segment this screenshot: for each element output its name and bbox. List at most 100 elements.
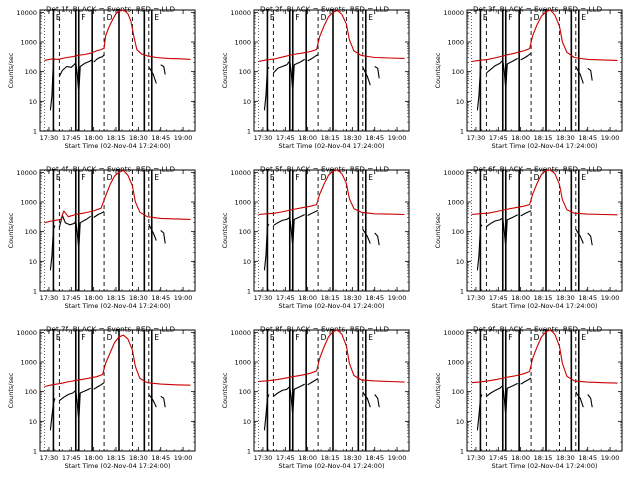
y-tick-label: 1	[33, 448, 37, 456]
y-axis-label: Counts/sec	[7, 372, 15, 408]
plot-frame	[253, 329, 410, 452]
x-tick-label: 19:00	[601, 134, 620, 142]
x-tick-label: 18:15	[534, 294, 553, 302]
lld-series-line	[471, 329, 618, 384]
interval-letter: E	[581, 173, 586, 182]
y-tick-label: 10000	[16, 9, 37, 17]
x-tick-label: 17:30	[254, 134, 273, 142]
y-tick-label: 1000	[234, 359, 251, 367]
interval-letter: E	[368, 173, 373, 182]
panel-det-4: Det 4f, BLACK = Events, RED = LLD 1 10 100 1…	[7, 165, 196, 310]
events-series-line	[58, 214, 92, 251]
plot-frame	[466, 329, 623, 452]
x-tick-label: 17:30	[254, 294, 273, 302]
interval-letter: D	[107, 333, 113, 342]
interval-letter: E	[154, 173, 159, 182]
x-tick-label: 18:15	[534, 134, 553, 142]
y-axis-label: Counts/sec	[434, 212, 442, 248]
interval-letter: E	[368, 333, 373, 342]
interval-letter: F	[508, 173, 512, 182]
lld-series-line	[44, 9, 191, 61]
panel-title: Det 4f, BLACK = Events, RED = LLD	[46, 165, 176, 174]
x-tick-label: 18:45	[578, 134, 597, 142]
panel-det-5: Det 5f, BLACK = Events, RED = LLD 1 10 100 1…	[221, 165, 410, 310]
x-tick-label: 18:00	[298, 134, 317, 142]
y-tick-label: 10	[243, 418, 251, 426]
plot-frame	[39, 169, 196, 292]
x-axis-label: Start Time (02-Nov-04 17:24:00)	[492, 142, 598, 150]
interval-letter: E	[483, 333, 488, 342]
events-series-line	[160, 395, 166, 408]
x-tick-label: 17:45	[489, 454, 508, 462]
panel-title: Det 3f, BLACK = Events, RED = LLD	[473, 5, 603, 14]
interval-letter: F	[295, 333, 299, 342]
interval-letter: D	[534, 173, 540, 182]
y-tick-label: 1	[460, 128, 464, 136]
x-tick-label: 18:30	[556, 454, 575, 462]
x-tick-label: 18:00	[84, 454, 103, 462]
x-tick-label: 18:45	[578, 294, 597, 302]
events-series-line	[148, 223, 157, 241]
y-tick-label: 10	[456, 418, 464, 426]
y-tick-label: 100	[25, 388, 37, 396]
events-series-line	[93, 54, 105, 63]
panel-det-6: Det 6f, BLACK = Events, RED = LLD 1 10 100 1…	[434, 165, 623, 310]
y-tick-label: 1000	[20, 199, 37, 207]
y-tick-label: 1	[33, 128, 37, 136]
interval-letter: E	[56, 13, 61, 22]
interval-letter: E	[483, 13, 488, 22]
events-series-line	[362, 229, 371, 244]
interval-letter: E	[270, 13, 275, 22]
lld-series-line	[471, 9, 618, 63]
events-series-line	[486, 57, 518, 91]
x-axis-label: Start Time (02-Nov-04 17:24:00)	[492, 302, 598, 310]
events-series-line	[58, 59, 93, 95]
y-axis-label: Counts/sec	[221, 372, 229, 408]
events-series-line	[49, 398, 56, 431]
y-tick-label: 100	[452, 68, 464, 76]
x-tick-label: 17:45	[276, 134, 295, 142]
panel-title: Det 1f, BLACK = Events, RED = LLD	[46, 5, 176, 14]
x-tick-label: 17:45	[276, 454, 295, 462]
y-tick-label: 100	[452, 388, 464, 396]
events-series-line	[486, 382, 518, 417]
events-series-line	[476, 394, 483, 431]
y-tick-label: 10000	[16, 169, 37, 177]
interval-letter: E	[56, 333, 61, 342]
interval-letter: D	[107, 173, 113, 182]
x-tick-label: 18:15	[107, 294, 126, 302]
x-axis-label: Start Time (02-Nov-04 17:24:00)	[279, 462, 385, 470]
events-series-line	[93, 211, 105, 218]
y-tick-label: 10000	[16, 329, 37, 337]
panel-title: Det 7f, BLACK = Events, RED = LLD	[46, 325, 176, 334]
x-tick-label: 17:30	[467, 294, 486, 302]
x-tick-label: 18:15	[321, 294, 340, 302]
x-tick-label: 18:30	[556, 134, 575, 142]
y-tick-label: 100	[25, 68, 37, 76]
y-tick-label: 10	[243, 98, 251, 106]
x-tick-label: 18:45	[151, 454, 170, 462]
interval-letter: E	[483, 173, 488, 182]
y-tick-label: 10	[456, 258, 464, 266]
panel-title: Det 8f, BLACK = Events, RED = LLD	[260, 325, 390, 334]
x-tick-label: 19:00	[388, 294, 407, 302]
y-tick-label: 1000	[20, 359, 37, 367]
y-tick-label: 1	[247, 288, 251, 296]
x-tick-label: 17:30	[40, 454, 59, 462]
x-tick-label: 19:00	[388, 454, 407, 462]
x-tick-label: 19:00	[174, 294, 193, 302]
events-series-line	[374, 394, 380, 408]
y-axis-label: Counts/sec	[221, 212, 229, 248]
x-tick-label: 18:15	[321, 454, 340, 462]
events-series-line	[160, 64, 166, 75]
events-series-line	[272, 58, 305, 93]
y-tick-label: 10000	[230, 169, 251, 177]
x-tick-label: 18:15	[321, 134, 340, 142]
x-tick-label: 18:15	[107, 454, 126, 462]
x-tick-label: 18:00	[511, 454, 530, 462]
y-tick-label: 1000	[447, 359, 464, 367]
panel-det-8: Det 8f, BLACK = Events, RED = LLD 1 10 100 1…	[221, 325, 410, 470]
x-tick-label: 17:45	[489, 294, 508, 302]
panel-title: Det 6f, BLACK = Events, RED = LLD	[473, 165, 603, 174]
